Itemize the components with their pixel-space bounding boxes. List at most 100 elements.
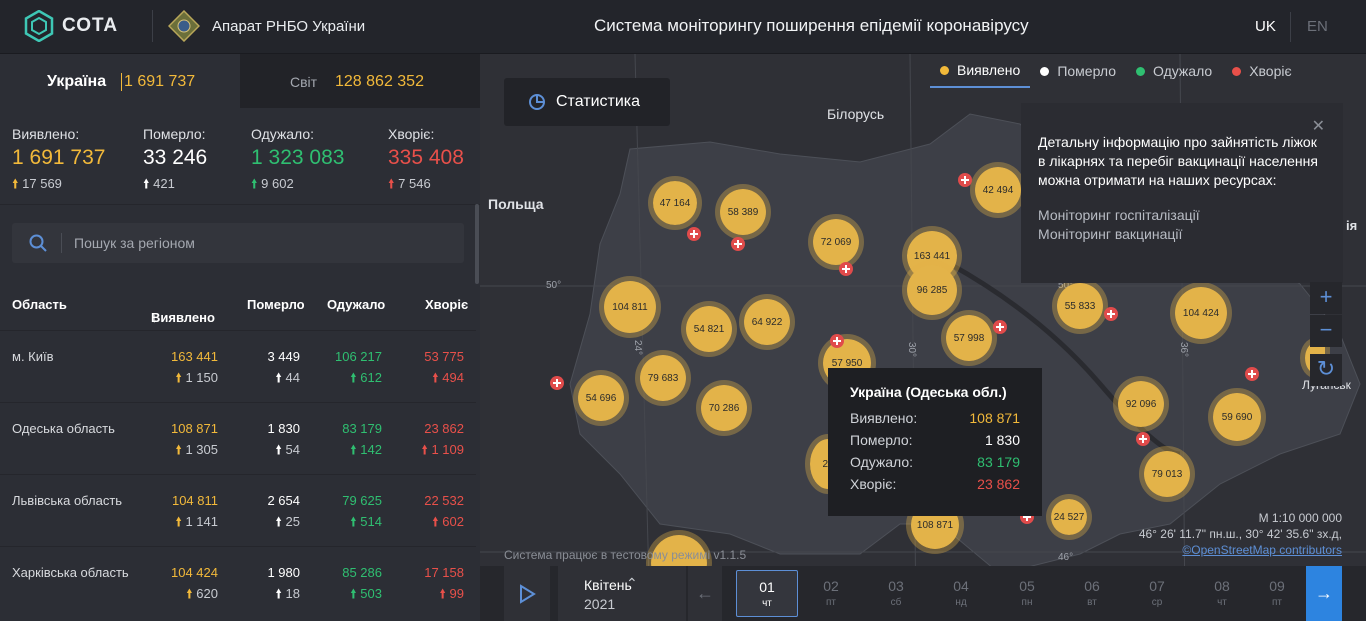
tab-world-value: 128 862 352 bbox=[335, 73, 424, 90]
cluster-marker[interactable]: 47 164 bbox=[648, 176, 702, 230]
col-deaths[interactable]: Померло bbox=[247, 297, 305, 312]
osm-attribution-link[interactable]: ©OpenStreetMap contributors bbox=[1182, 543, 1342, 557]
hospital-icon[interactable] bbox=[993, 320, 1007, 334]
row-confirmed: 104 811 bbox=[171, 493, 218, 508]
search-input[interactable] bbox=[74, 233, 454, 253]
statistics-button[interactable]: Статистика bbox=[504, 78, 670, 126]
day-cell[interactable]: 03 сб bbox=[865, 570, 927, 617]
lang-en[interactable]: EN bbox=[1307, 18, 1328, 35]
cluster-marker[interactable]: 57 998 bbox=[941, 310, 997, 366]
cluster-marker[interactable]: 72 069 bbox=[808, 214, 864, 270]
legend-confirmed[interactable]: Виявлено bbox=[930, 54, 1031, 88]
popup-confirmed-label: Виявлено: bbox=[850, 410, 918, 426]
day-number: 09 bbox=[1269, 578, 1285, 594]
stat-confirmed: Виявлено: 1 691 737 🠙 17 569 bbox=[12, 126, 105, 197]
row-deaths-delta: 54 bbox=[285, 442, 300, 457]
hospital-icon[interactable] bbox=[839, 262, 853, 276]
search-icon[interactable] bbox=[29, 234, 47, 252]
table-row[interactable]: Харківська область 104 424 🠙 620 1 980 🠙… bbox=[0, 546, 476, 618]
lang-uk[interactable]: UK bbox=[1255, 18, 1276, 35]
table-row[interactable]: Львівська область 104 811 🠙 1 141 2 654 … bbox=[0, 474, 476, 546]
row-active-delta: 99 bbox=[449, 586, 464, 601]
popup-active-value: 23 862 bbox=[977, 476, 1020, 492]
table-row[interactable]: Одеська область 108 871 🠙 1 305 1 830 🠙 … bbox=[0, 402, 476, 474]
month-selector[interactable]: Квітень 2021 ⌃ bbox=[558, 566, 686, 621]
prev-day-button[interactable]: ← bbox=[688, 566, 722, 621]
cluster-marker[interactable]: 79 013 bbox=[1139, 446, 1195, 502]
play-button[interactable] bbox=[504, 566, 550, 621]
stat-active: Хворіє: 335 408 🠙 7 546 bbox=[388, 126, 464, 197]
row-active-delta: 494 bbox=[442, 370, 464, 385]
col-region[interactable]: Область bbox=[12, 297, 67, 312]
zoom-out-button[interactable]: − bbox=[1310, 315, 1342, 347]
day-cell[interactable]: 04 нд bbox=[930, 570, 992, 617]
cluster-marker[interactable]: 104 811 bbox=[599, 276, 661, 338]
cluster-marker[interactable]: 54 696 bbox=[573, 370, 629, 426]
arrow-up-icon: 🠙 bbox=[175, 442, 182, 457]
day-cell[interactable]: 05 пн bbox=[996, 570, 1058, 617]
cluster-marker[interactable]: 55 833 bbox=[1052, 278, 1108, 334]
day-cell[interactable]: 02 пт bbox=[800, 570, 862, 617]
cota-logo[interactable]: СОТА bbox=[24, 10, 118, 42]
day-number: 03 bbox=[888, 578, 904, 594]
row-deaths-delta: 18 bbox=[285, 586, 300, 601]
popup-confirmed-value: 108 871 bbox=[969, 410, 1020, 426]
cluster-marker[interactable]: 104 424 bbox=[1170, 282, 1232, 344]
legend-recovered[interactable]: Одужало bbox=[1126, 54, 1222, 88]
col-recovered[interactable]: Одужало bbox=[327, 297, 386, 312]
hospital-icon[interactable] bbox=[1136, 432, 1150, 446]
table-row[interactable]: м. Київ 163 441 🠙 1 150 3 449 🠙 44 106 2… bbox=[0, 330, 476, 402]
row-region-name: Львівська область bbox=[12, 493, 123, 508]
day-weekday: вт bbox=[1087, 597, 1097, 608]
day-cell[interactable]: 08 чт bbox=[1191, 570, 1253, 617]
row-deaths: 3 449 bbox=[267, 349, 300, 364]
rnbo-link[interactable]: Апарат РНБО України bbox=[168, 10, 365, 42]
next-day-button[interactable]: → bbox=[1306, 566, 1342, 621]
map-view[interactable]: Білорусь Польща Луганськ 50° 50° 46° 24°… bbox=[480, 54, 1366, 621]
day-cell[interactable]: 01 чт bbox=[736, 570, 798, 617]
arrow-up-icon: 🠙 bbox=[432, 370, 439, 385]
link-hospitalization[interactable]: Моніторинг госпіталізації bbox=[1038, 207, 1200, 223]
cluster-marker[interactable]: 24 527 bbox=[1046, 494, 1092, 540]
cluster-marker[interactable]: 79 683 bbox=[635, 350, 691, 406]
stat-deaths-value: 33 246 bbox=[143, 146, 208, 169]
cluster-marker[interactable]: 58 389 bbox=[715, 184, 771, 240]
day-cell[interactable]: 06 вт bbox=[1061, 570, 1123, 617]
statistics-label: Статистика bbox=[556, 93, 641, 110]
cluster-marker[interactable]: 54 821 bbox=[681, 301, 737, 357]
link-vaccination[interactable]: Моніторинг вакцинації bbox=[1038, 226, 1183, 242]
cluster-marker[interactable]: 59 690 bbox=[1208, 388, 1266, 446]
cluster-marker[interactable]: 70 286 bbox=[696, 380, 752, 436]
hospital-icon[interactable] bbox=[731, 237, 745, 251]
cluster-marker[interactable]: 92 096 bbox=[1113, 376, 1169, 432]
legend-active[interactable]: Хворіє bbox=[1222, 54, 1301, 88]
reset-view-button[interactable]: ↻ bbox=[1310, 354, 1342, 386]
legend-active-label: Хворіє bbox=[1249, 63, 1292, 79]
col-active[interactable]: Хворіє bbox=[425, 297, 469, 312]
zoom-in-button[interactable]: + bbox=[1310, 282, 1342, 314]
legend-deaths[interactable]: Померло bbox=[1030, 54, 1126, 88]
arrow-up-icon: 🠙 bbox=[175, 514, 182, 529]
hospital-icon[interactable] bbox=[830, 334, 844, 348]
tab-ukraine[interactable]: Україна 1 691 737 bbox=[0, 54, 240, 108]
sidebar-scrollbar[interactable] bbox=[475, 204, 479, 284]
day-cell[interactable]: 09 пт bbox=[1256, 570, 1298, 617]
label-lon-36: 36° bbox=[1178, 341, 1190, 358]
close-icon[interactable]: ✕ bbox=[1311, 118, 1325, 135]
hospital-icon[interactable] bbox=[1245, 367, 1259, 381]
hospital-icon[interactable] bbox=[1104, 307, 1118, 321]
row-confirmed-delta: 620 bbox=[196, 586, 218, 601]
day-weekday: сб bbox=[890, 597, 902, 608]
row-deaths-delta: 44 bbox=[285, 370, 300, 385]
day-cell[interactable]: 07 ср bbox=[1126, 570, 1188, 617]
cluster-marker[interactable]: 96 285 bbox=[902, 260, 962, 320]
hospital-icon[interactable] bbox=[958, 173, 972, 187]
hospital-icon[interactable] bbox=[687, 227, 701, 241]
hospital-icon[interactable] bbox=[550, 376, 564, 390]
cluster-marker[interactable]: 42 494 bbox=[970, 162, 1026, 218]
tab-world[interactable]: Світ 128 862 352 bbox=[240, 54, 480, 108]
play-icon bbox=[520, 583, 536, 604]
stat-recovered-delta: 9 602 bbox=[261, 176, 294, 191]
row-active: 53 775 bbox=[424, 349, 464, 364]
cluster-marker[interactable]: 64 922 bbox=[739, 294, 795, 350]
